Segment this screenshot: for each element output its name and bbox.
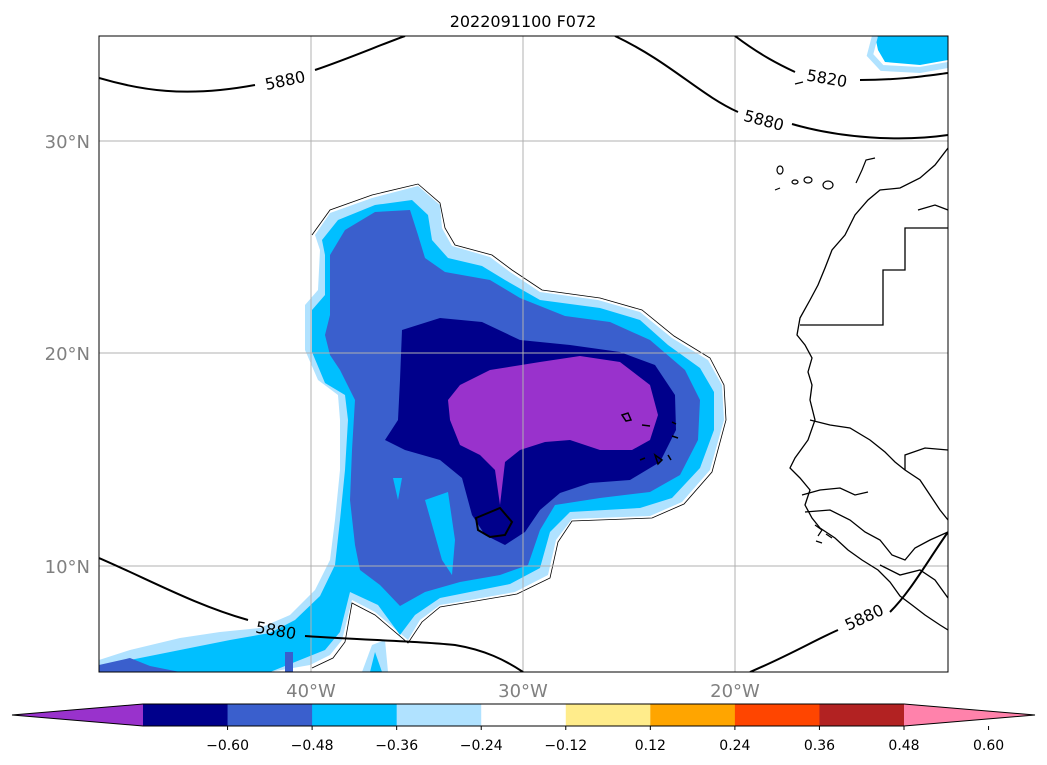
colorbar-tick-label: 0.36 xyxy=(804,738,835,754)
cape-verde-islands xyxy=(620,412,679,466)
lon-label-30w: 30°W xyxy=(498,681,548,702)
colorbar-segment xyxy=(312,704,398,726)
height-contours xyxy=(99,36,948,672)
colorbar-segment xyxy=(819,704,905,726)
colorbar-segment xyxy=(650,704,736,726)
anomaly-outline xyxy=(311,183,727,669)
lon-labels: 40°W 30°W 20°W xyxy=(286,681,760,702)
lat-label-30n: 30°N xyxy=(45,132,90,153)
lat-label-10n: 10°N xyxy=(45,557,90,578)
coastline-africa xyxy=(789,147,948,631)
colorbar-outline xyxy=(11,703,1036,727)
colorbar-segment xyxy=(565,704,651,726)
colorbar: −0.60 −0.48 −0.36 −0.24 −0.12 0.12 0.24 0.36 0.4… xyxy=(11,703,1036,754)
lon-label-20w: 20°W xyxy=(710,681,760,702)
anomaly-corner-northeast-outer xyxy=(866,36,948,74)
anomaly-corner-northeast xyxy=(875,36,948,65)
colorbar-tick-label: 0.12 xyxy=(635,738,666,754)
anomaly-cut-west xyxy=(393,478,402,500)
anomaly-southwest-notch xyxy=(285,652,293,672)
colorbar-segment xyxy=(396,704,482,726)
anomaly-shading xyxy=(99,36,948,672)
canary-islands xyxy=(774,81,876,191)
colorbar-tick-label: 0.24 xyxy=(719,738,750,754)
lon-label-40w: 40°W xyxy=(286,681,336,702)
guinea-bissau-islands xyxy=(814,524,833,544)
anomaly-southwest-strip xyxy=(99,658,180,672)
anomaly-cut-south xyxy=(425,492,455,575)
graticule xyxy=(99,36,948,672)
closed-height-contour xyxy=(474,506,514,539)
colorbar-segment xyxy=(734,704,820,726)
colorbar-ticks: −0.60 −0.48 −0.36 −0.24 −0.12 0.12 0.24 0.36 0.4… xyxy=(206,726,1004,754)
colorbar-segments xyxy=(12,704,1035,726)
colorbar-extend-max xyxy=(904,704,1035,726)
colorbar-tick-label: −0.48 xyxy=(291,738,334,754)
map-area: 5880 5820 5880 5880 5880 xyxy=(99,36,948,672)
anomaly-south-tongue-inner xyxy=(370,652,382,672)
colorbar-extend-min xyxy=(12,704,143,726)
map-title: 2022091100 F072 xyxy=(450,12,597,31)
anomaly-band-purple xyxy=(448,356,658,505)
colorbar-segment xyxy=(481,704,567,726)
colorbar-tick-label: −0.36 xyxy=(375,738,418,754)
lat-labels: 30°N 20°N 10°N xyxy=(45,132,90,578)
colorbar-segment xyxy=(227,704,313,726)
map-frame xyxy=(98,35,949,673)
colorbar-segment xyxy=(143,704,229,726)
lat-label-20n: 20°N xyxy=(45,344,90,365)
colorbar-tick-label: 0.60 xyxy=(973,738,1004,754)
colorbar-tick-label: −0.60 xyxy=(206,738,249,754)
colorbar-tick-label: −0.24 xyxy=(460,738,503,754)
colorbar-tick-label: −0.12 xyxy=(544,738,587,754)
colorbar-tick-label: 0.48 xyxy=(888,738,919,754)
